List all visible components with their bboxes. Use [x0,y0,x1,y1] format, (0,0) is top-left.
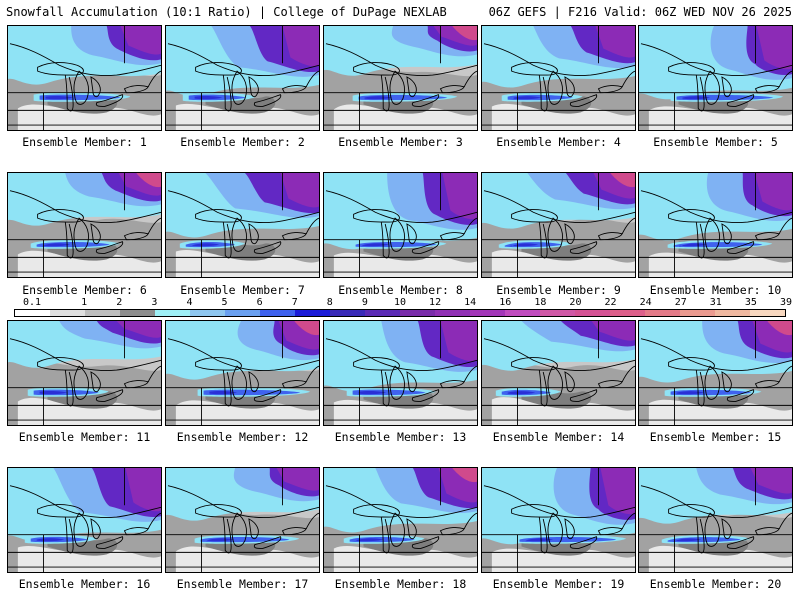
colorbar-segment [400,310,435,316]
ensemble-member-label: Ensemble Member: 8 [338,283,463,297]
colorbar-tick-label: 14 [464,297,477,308]
colorbar-segment [120,310,155,316]
ensemble-member-map [323,172,478,278]
colorbar-tick-label: 8 [326,297,333,308]
ensemble-member-map [165,320,320,426]
ensemble-member-label: Ensemble Member: 17 [176,577,309,591]
ensemble-member-map [481,467,636,573]
colorbar-tick-label: 0.1 [22,297,42,308]
colorbar-segment [435,310,470,316]
colorbar-segment [575,310,610,316]
ensemble-member-label: Ensemble Member: 5 [653,135,778,149]
colorbar-labels: 0.1 1 2 3 4 5 6 7 8 9 10 12 14 16 18 20 22 24 27 31 35 39 [14,297,792,309]
ensemble-member-label: Ensemble Member: 20 [649,577,782,591]
colorbar-segment [365,310,400,316]
colorbar-segment [50,310,85,316]
ensemble-member-label: Ensemble Member: 1 [22,135,147,149]
ensemble-member-map [165,172,320,278]
colorbar-segment [750,310,785,316]
ensemble-member-label: Ensemble Member: 2 [180,135,305,149]
colorbar-tick-label: 27 [674,297,687,308]
colorbar-tick-label: 10 [393,297,407,308]
colorbar-tick-label: 7 [291,297,298,308]
colorbar [14,309,786,317]
colorbar-tick-label: 22 [604,297,617,308]
ensemble-member-label: Ensemble Member: 9 [496,283,621,297]
ensemble-member-map [323,467,478,573]
colorbar-segment [680,310,715,316]
ensemble-member-label: Ensemble Member: 14 [492,430,625,444]
colorbar-segment [610,310,645,316]
ensemble-member-map [481,320,636,426]
ensemble-member-map [7,25,162,131]
colorbar-segment [330,310,365,316]
chart-header-right: 06Z GEFS | F216 Valid: 06Z WED NOV 26 20… [488,5,792,19]
colorbar-segment [155,310,190,316]
colorbar-tick-label: 39 [779,297,793,308]
colorbar-tick-label: 3 [151,297,158,308]
colorbar-segment [715,310,750,316]
ensemble-member-label: Ensemble Member: 6 [22,283,147,297]
ensemble-member-label: Ensemble Member: 11 [18,430,151,444]
ensemble-member-label: Ensemble Member: 3 [338,135,463,149]
ensemble-member-label: Ensemble Member: 18 [334,577,467,591]
colorbar-tick-label: 20 [569,297,582,308]
ensemble-member-label: Ensemble Member: 12 [176,430,309,444]
chart-header-left: Snowfall Accumulation (10:1 Ratio) | Col… [6,5,447,19]
ensemble-member-map [481,172,636,278]
colorbar-tick-label: 6 [256,297,263,308]
ensemble-member-map [323,25,478,131]
ensemble-member-label: Ensemble Member: 19 [492,577,625,591]
colorbar-tick-label: 4 [186,297,193,308]
colorbar-segment [260,310,295,316]
ensemble-member-label: Ensemble Member: 10 [649,283,782,297]
colorbar-segment [85,310,120,316]
ensemble-member-label: Ensemble Member: 16 [18,577,151,591]
colorbar-tick-label: 2 [116,297,123,308]
colorbar-segment [505,310,540,316]
colorbar-tick-label: 5 [221,297,228,308]
ensemble-member-map [165,467,320,573]
ensemble-member-map [7,320,162,426]
colorbar-segment [470,310,505,316]
ensemble-member-map [638,25,793,131]
colorbar-tick-label: 9 [361,297,368,308]
ensemble-member-label: Ensemble Member: 7 [180,283,305,297]
colorbar-segment [190,310,225,316]
ensemble-member-map [165,25,320,131]
ensemble-member-label: Ensemble Member: 13 [334,430,467,444]
colorbar-tick-label: 35 [744,297,757,308]
colorbar-segment [15,310,50,316]
colorbar-tick-label: 31 [709,297,722,308]
ensemble-member-map [638,467,793,573]
ensemble-member-label: Ensemble Member: 15 [649,430,782,444]
colorbar-tick-label: 16 [499,297,512,308]
ensemble-member-label: Ensemble Member: 4 [496,135,621,149]
colorbar-tick-label: 18 [534,297,547,308]
ensemble-member-map [481,25,636,131]
colorbar-segment [540,310,575,316]
colorbar-segment [645,310,680,316]
ensemble-member-map [7,172,162,278]
ensemble-member-map [638,320,793,426]
ensemble-member-map [7,467,162,573]
colorbar-segment [225,310,260,316]
ensemble-member-map [323,320,478,426]
colorbar-tick-label: 24 [639,297,652,308]
ensemble-member-map [638,172,793,278]
colorbar-tick-label: 12 [429,297,442,308]
colorbar-segment [295,310,330,316]
colorbar-tick-label: 1 [81,297,88,308]
